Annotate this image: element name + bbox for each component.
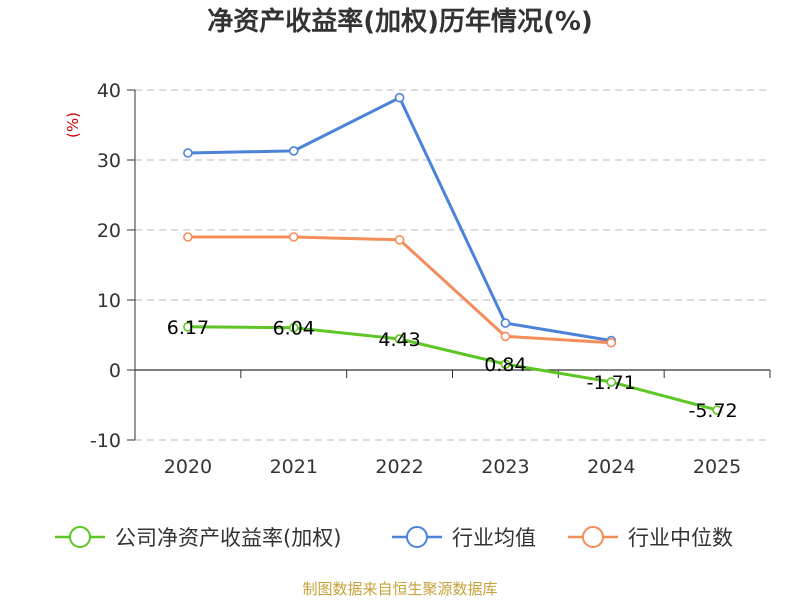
data-point[interactable]: [500, 359, 511, 369]
data-label: 0.84: [484, 354, 526, 376]
data-point[interactable]: [394, 334, 405, 344]
data-labels: 6.17 6.04 4.43 0.84 -1.71 -5.72: [167, 317, 738, 422]
data-point[interactable]: [183, 148, 193, 158]
data-point[interactable]: [288, 146, 299, 156]
source-note: 制图数据来自恒生聚源数据库: [302, 580, 497, 598]
data-point[interactable]: [288, 232, 299, 242]
legend-item-label[interactable]: 行业均值: [452, 526, 536, 550]
data-point[interactable]: [500, 331, 511, 342]
y-tick-label: 30: [97, 150, 121, 172]
y-tick-label: 40: [97, 80, 121, 102]
data-label: 6.17: [167, 317, 209, 339]
legend-swatch-marker: [69, 526, 91, 548]
series-line: [187, 96, 612, 343]
legend-item-label[interactable]: 公司净资产收益率(加权): [115, 526, 341, 550]
data-point[interactable]: [712, 405, 722, 415]
x-tick-label: 2024: [587, 456, 635, 478]
data-label: -5.72: [688, 400, 737, 422]
legend-item-label[interactable]: 行业中位数: [628, 526, 733, 550]
series-group: [183, 92, 722, 415]
data-point[interactable]: [500, 318, 511, 328]
series-line: [187, 325, 718, 412]
y-tick-label: 0: [109, 360, 121, 382]
legend-swatch-marker: [406, 526, 428, 548]
legend: 公司净资产收益率(加权) 行业均值 行业中位数: [55, 526, 733, 550]
chart-title: 净资产收益率(加权)历年情况(%): [207, 6, 593, 37]
x-tick-label: 2021: [270, 456, 318, 478]
data-point[interactable]: [394, 92, 405, 103]
axes: -10 0 10 20 30 40 2020 2021 2022 2023 2024 2025: [90, 80, 771, 478]
data-point[interactable]: [606, 337, 617, 348]
grid-lines: [135, 89, 770, 441]
data-label: 4.43: [378, 329, 420, 351]
y-tick-label: 20: [97, 220, 121, 242]
y-tick-label: -10: [90, 430, 121, 452]
y-tick-label: 10: [97, 290, 121, 312]
data-label: 6.04: [273, 318, 315, 340]
data-point[interactable]: [183, 322, 193, 332]
data-point[interactable]: [606, 377, 617, 387]
x-tick-label: 2023: [481, 456, 529, 478]
x-tick-label: 2022: [375, 456, 423, 478]
x-tick-label: 2025: [693, 456, 741, 478]
y-axis-unit: (%): [64, 112, 82, 138]
legend-swatch-marker: [582, 526, 604, 548]
data-point[interactable]: [183, 232, 193, 242]
data-point[interactable]: [288, 322, 299, 333]
data-label: -1.71: [587, 372, 636, 394]
data-point[interactable]: [394, 235, 405, 245]
x-tick-label: 2020: [164, 456, 212, 478]
